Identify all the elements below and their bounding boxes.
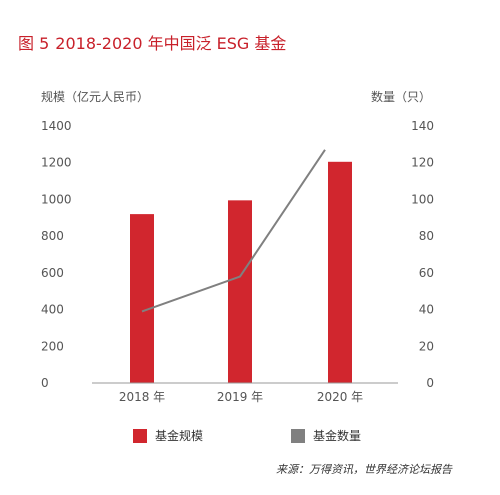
right-tick-label: 40	[419, 303, 434, 317]
left-tick-label: 0	[41, 376, 49, 390]
legend-label-bars: 基金规模	[155, 429, 204, 443]
chart-title: 图 5 2018-2020 年中国泛 ESG 基金	[18, 30, 286, 54]
legend-label-line: 基金数量	[313, 429, 362, 443]
x-tick-label: 2019 年	[217, 390, 263, 404]
right-tick-label: 60	[419, 266, 434, 280]
right-tick-label: 0	[426, 376, 434, 390]
series-line	[141, 149, 326, 313]
left-tick-label: 200	[41, 339, 64, 353]
left-tick-label: 800	[41, 229, 64, 243]
left-tick-label: 1000	[41, 192, 72, 206]
right-tick-label: 20	[419, 339, 434, 353]
right-tick-label: 100	[411, 192, 434, 206]
bar	[130, 214, 154, 383]
legend-swatch-line	[291, 428, 305, 443]
left-tick-label: 1400	[41, 119, 72, 133]
legend-swatch-bars	[133, 428, 147, 443]
left-tick-label: 1200	[41, 156, 72, 170]
bar	[228, 200, 252, 383]
left-axis-label: 规模（亿元人民币）	[41, 89, 149, 104]
x-tick-label: 2018 年	[119, 390, 165, 404]
figure-number: 图 5	[18, 34, 50, 53]
right-tick-label: 140	[411, 119, 434, 133]
figure-title-text: 2018-2020 年中国泛 ESG 基金	[55, 34, 287, 53]
left-tick-label: 400	[41, 303, 64, 317]
right-tick-label: 80	[419, 229, 434, 243]
source-note: 来源：万得资讯，世界经济论坛报告	[276, 463, 452, 476]
left-tick-label: 600	[41, 266, 64, 280]
x-tick-label: 2020 年	[317, 390, 363, 404]
right-axis-label: 数量（只）	[371, 89, 431, 104]
legend-item-bars: 基金规模	[133, 427, 203, 444]
legend-item-line: 基金数量	[291, 427, 361, 444]
bar	[328, 161, 352, 383]
right-tick-label: 120	[411, 156, 434, 170]
